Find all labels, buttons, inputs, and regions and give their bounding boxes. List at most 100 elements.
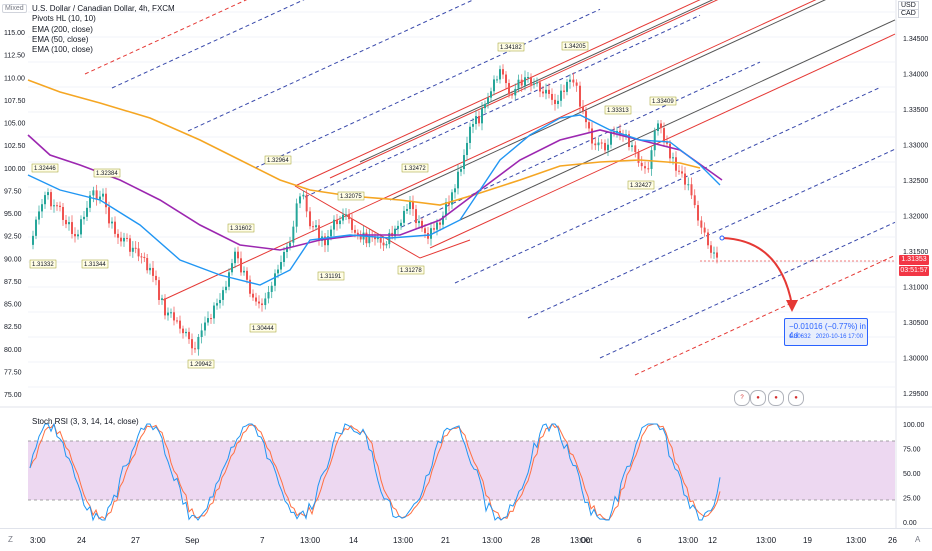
candle-body <box>499 69 501 80</box>
event-flag-icon[interactable]: ● <box>788 390 804 406</box>
last-price-tag: 1.31353 <box>899 255 929 265</box>
pivot-label-box <box>401 163 429 173</box>
time-axis-label: 3:00 <box>30 536 46 545</box>
candle-body <box>454 188 456 193</box>
candle-body <box>669 143 671 159</box>
pitchfork-line <box>162 0 817 301</box>
candle-body <box>597 142 600 146</box>
stoch-d-line <box>29 422 721 521</box>
symbol-title[interactable]: U.S. Dollar / Canadian Dollar, 4h, FXCM <box>32 4 175 13</box>
auto-scale-icon[interactable]: A <box>915 535 921 544</box>
pivot-label: 1.32964 <box>267 158 289 164</box>
pitchfork-line <box>294 0 701 187</box>
pivot-label-box <box>337 191 365 201</box>
candle-body <box>511 94 513 96</box>
candle-body <box>342 214 344 221</box>
right-scale-tick: 1.34000 <box>903 72 928 79</box>
candle-body <box>283 252 285 263</box>
pivot-label: 1.31191 <box>320 274 342 280</box>
event-flag-icon[interactable]: ● <box>768 390 784 406</box>
event-flag-icon[interactable]: ? <box>734 390 750 406</box>
left-scale-tick: 85.00 <box>4 302 22 309</box>
candle-body <box>324 236 326 246</box>
candle-body <box>246 270 248 280</box>
pivot-label: 1.31332 <box>32 262 54 268</box>
candle-body <box>666 142 668 144</box>
measure-arrow-head <box>786 300 798 312</box>
right-scale-tick: 1.31000 <box>903 285 928 292</box>
candle-body <box>703 227 706 233</box>
candle-body <box>83 216 85 220</box>
candle-body <box>302 194 305 197</box>
candle-body <box>427 233 429 239</box>
indicator-ema200-label[interactable]: EMA (200, close) <box>32 24 93 34</box>
pivot-label: 1.31344 <box>84 262 106 268</box>
candle-body <box>182 328 184 334</box>
right-scale-tick: 1.31500 <box>903 249 928 256</box>
candle-body <box>351 219 353 230</box>
candle-body <box>524 77 526 86</box>
candle-body <box>140 256 143 258</box>
pivot-label: 1.34205 <box>564 44 586 50</box>
candle-body <box>403 210 405 223</box>
zoom-reset-icon[interactable]: Z <box>8 535 13 544</box>
candle-body <box>604 142 606 151</box>
time-axis-label: 13:00 <box>678 536 699 545</box>
candle-body <box>53 205 55 207</box>
candle-body <box>105 193 107 208</box>
indicator-ema50-label[interactable]: EMA (50, close) <box>32 34 89 44</box>
left-scale-tick: 107.50 <box>4 98 26 105</box>
candle-body <box>582 106 584 111</box>
candle-body <box>327 236 329 246</box>
candle-body <box>111 221 113 224</box>
candle-body <box>487 97 489 104</box>
left-scale-tick: 82.50 <box>4 324 22 331</box>
measure-start-point <box>719 235 725 241</box>
candle-body <box>277 269 279 274</box>
candle-body <box>146 258 149 271</box>
left-scale-tick: 95.00 <box>4 211 22 218</box>
candle-body <box>161 298 163 300</box>
candle-body <box>466 142 468 156</box>
event-flag-icon[interactable]: ● <box>750 390 766 406</box>
scale-mode-indicator[interactable]: Mixed <box>2 4 27 13</box>
candle-body <box>610 131 612 145</box>
candle-body <box>607 144 609 151</box>
candle-body <box>197 337 200 350</box>
left-scale-tick: 112.50 <box>4 53 25 60</box>
stoch-rsi-legend[interactable]: Stoch RSI (3, 3, 14, 14, close) <box>32 417 139 426</box>
candle-body <box>89 195 91 208</box>
candle-body <box>41 204 43 212</box>
candle-body <box>591 128 593 144</box>
candle-body <box>409 201 411 209</box>
pivot-label: 1.33409 <box>652 99 674 105</box>
price-chart[interactable]: 115.00 112.50 110.00 107.50 105.00 102.50 100.… <box>0 0 932 408</box>
osc-scale-tick: 50.00 <box>903 471 921 478</box>
indicator-ema100-label[interactable]: EMA (100, close) <box>32 45 93 55</box>
time-axis[interactable]: Z 3:00 24 27 Sep 7 13:00 14 13:00 21 13:00 28 13:00… <box>0 528 932 551</box>
candle-body <box>463 155 465 170</box>
candle-body <box>502 69 504 75</box>
measure-tooltip[interactable]: −0.01016 (−0.77%) in 4d 1.30632 2020-10-… <box>784 318 868 346</box>
left-scale-tick: 115.00 <box>4 30 25 37</box>
left-scale-tick: 105.00 <box>4 121 26 128</box>
candle-body <box>376 236 379 240</box>
pivot-label: 1.29942 <box>190 362 212 368</box>
candle-body <box>225 286 227 291</box>
candle-body <box>252 293 254 298</box>
pitchfork-dashed-line <box>304 14 701 198</box>
candle-body <box>385 244 388 246</box>
candle-body <box>442 215 444 225</box>
candle-body <box>631 145 633 147</box>
pivot-label-box <box>249 323 277 333</box>
time-axis-label: 13:00 <box>756 536 777 545</box>
candle-body <box>333 219 335 230</box>
osc-scale-tick: 0.00 <box>903 520 917 527</box>
candle-body <box>234 251 236 264</box>
candle-body <box>108 207 110 224</box>
stoch-rsi-pane[interactable]: 100.00 75.00 50.00 25.00 0.00 <box>0 408 932 528</box>
measure-change: −0.01016 (−0.77%) in 4d <box>789 322 866 340</box>
indicator-pivots-label[interactable]: Pivots HL (10, 10) <box>32 14 96 24</box>
candle-body <box>312 226 314 228</box>
pitchfork-dashed-line <box>634 254 896 376</box>
